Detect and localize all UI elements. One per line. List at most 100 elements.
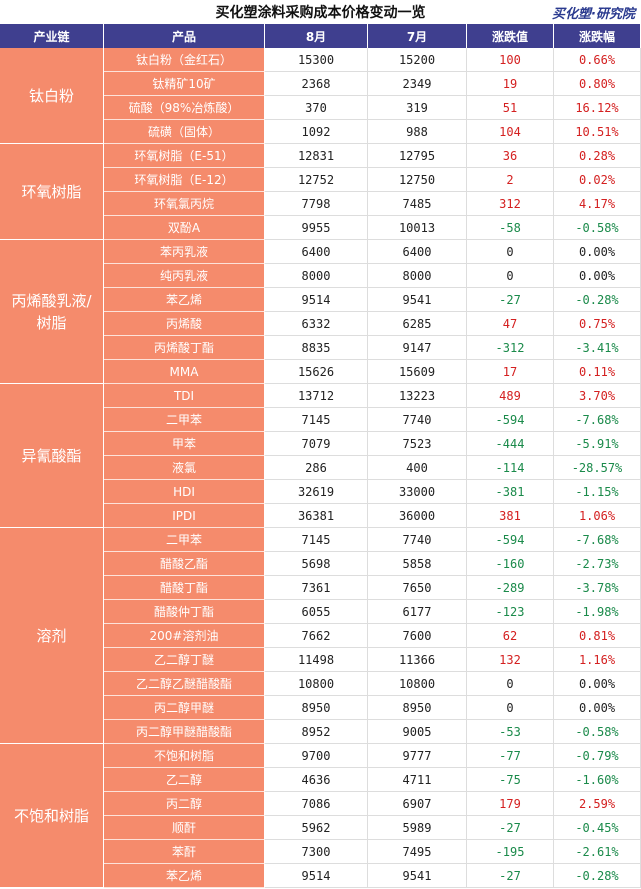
value-cell: 2368 bbox=[265, 72, 368, 96]
value-cell: -289 bbox=[467, 576, 554, 600]
value-cell: 10013 bbox=[368, 216, 467, 240]
value-cell: 0.66% bbox=[554, 48, 641, 72]
value-cell: 2.59% bbox=[554, 792, 641, 816]
value-cell: 8835 bbox=[265, 336, 368, 360]
value-cell: 0.02% bbox=[554, 168, 641, 192]
group-cell: 溶剂 bbox=[0, 528, 104, 744]
value-cell: 7086 bbox=[265, 792, 368, 816]
group-cell: 不饱和树脂 bbox=[0, 744, 104, 888]
value-cell: 9005 bbox=[368, 720, 467, 744]
value-cell: 15200 bbox=[368, 48, 467, 72]
value-cell: 32619 bbox=[265, 480, 368, 504]
value-cell: -7.68% bbox=[554, 528, 641, 552]
value-cell: -1.60% bbox=[554, 768, 641, 792]
product-cell: TDI bbox=[104, 384, 265, 408]
value-cell: 4711 bbox=[368, 768, 467, 792]
value-cell: 7523 bbox=[368, 432, 467, 456]
header-cell: 7月 bbox=[368, 24, 467, 48]
value-cell: 36381 bbox=[265, 504, 368, 528]
value-cell: 12795 bbox=[368, 144, 467, 168]
value-cell: 100 bbox=[467, 48, 554, 72]
product-cell: 苯乙烯 bbox=[104, 288, 265, 312]
value-cell: 8950 bbox=[368, 696, 467, 720]
value-cell: 6177 bbox=[368, 600, 467, 624]
product-cell: 乙二醇 bbox=[104, 768, 265, 792]
value-cell: 47 bbox=[467, 312, 554, 336]
value-cell: 7740 bbox=[368, 528, 467, 552]
value-cell: 15626 bbox=[265, 360, 368, 384]
value-cell: 179 bbox=[467, 792, 554, 816]
value-cell: -444 bbox=[467, 432, 554, 456]
group-cell: 异氰酸酯 bbox=[0, 384, 104, 528]
value-cell: 6400 bbox=[368, 240, 467, 264]
header-cell: 涨跌幅 bbox=[554, 24, 641, 48]
product-cell: 苯乙烯 bbox=[104, 864, 265, 888]
value-cell: 19 bbox=[467, 72, 554, 96]
value-cell: 2 bbox=[467, 168, 554, 192]
value-cell: 489 bbox=[467, 384, 554, 408]
product-cell: 苯丙乳液 bbox=[104, 240, 265, 264]
value-cell: 33000 bbox=[368, 480, 467, 504]
value-cell: 988 bbox=[368, 120, 467, 144]
value-cell: 7495 bbox=[368, 840, 467, 864]
value-cell: 11366 bbox=[368, 648, 467, 672]
product-cell: 双酚A bbox=[104, 216, 265, 240]
value-cell: 12750 bbox=[368, 168, 467, 192]
value-cell: 5858 bbox=[368, 552, 467, 576]
value-cell: -114 bbox=[467, 456, 554, 480]
product-cell: 硫酸（98%冶炼酸） bbox=[104, 96, 265, 120]
value-cell: 9700 bbox=[265, 744, 368, 768]
logo: 买化塑·研究院 bbox=[552, 7, 635, 22]
value-cell: -27 bbox=[467, 288, 554, 312]
value-cell: -0.79% bbox=[554, 744, 641, 768]
value-cell: 0 bbox=[467, 240, 554, 264]
value-cell: -0.45% bbox=[554, 816, 641, 840]
value-cell: -195 bbox=[467, 840, 554, 864]
value-cell: 9777 bbox=[368, 744, 467, 768]
value-cell: 0.28% bbox=[554, 144, 641, 168]
product-cell: 环氧氯丙烷 bbox=[104, 192, 265, 216]
group-cell: 环氧树脂 bbox=[0, 144, 104, 240]
value-cell: 7079 bbox=[265, 432, 368, 456]
value-cell: 7650 bbox=[368, 576, 467, 600]
value-cell: 0.00% bbox=[554, 240, 641, 264]
value-cell: 6285 bbox=[368, 312, 467, 336]
value-cell: 5989 bbox=[368, 816, 467, 840]
value-cell: 17 bbox=[467, 360, 554, 384]
header-cell: 产品 bbox=[104, 24, 265, 48]
value-cell: 0.00% bbox=[554, 264, 641, 288]
value-cell: 9514 bbox=[265, 288, 368, 312]
value-cell: 36 bbox=[467, 144, 554, 168]
product-cell: 不饱和树脂 bbox=[104, 744, 265, 768]
value-cell: 8952 bbox=[265, 720, 368, 744]
value-cell: 319 bbox=[368, 96, 467, 120]
value-cell: -0.28% bbox=[554, 864, 641, 888]
product-cell: 丙烯酸 bbox=[104, 312, 265, 336]
value-cell: 286 bbox=[265, 456, 368, 480]
product-cell: 二甲苯 bbox=[104, 408, 265, 432]
value-cell: 4.17% bbox=[554, 192, 641, 216]
value-cell: -3.78% bbox=[554, 576, 641, 600]
value-cell: -123 bbox=[467, 600, 554, 624]
value-cell: 6332 bbox=[265, 312, 368, 336]
product-cell: 醋酸丁酯 bbox=[104, 576, 265, 600]
value-cell: 8950 bbox=[265, 696, 368, 720]
product-cell: 硫磺（固体） bbox=[104, 120, 265, 144]
value-cell: 7485 bbox=[368, 192, 467, 216]
product-cell: 乙二醇丁醚 bbox=[104, 648, 265, 672]
product-cell: 丙二醇甲醚醋酸酯 bbox=[104, 720, 265, 744]
value-cell: -0.28% bbox=[554, 288, 641, 312]
value-cell: -28.57% bbox=[554, 456, 641, 480]
value-cell: 0.75% bbox=[554, 312, 641, 336]
product-cell: 甲苯 bbox=[104, 432, 265, 456]
value-cell: -2.61% bbox=[554, 840, 641, 864]
value-cell: 0 bbox=[467, 696, 554, 720]
value-cell: 1092 bbox=[265, 120, 368, 144]
value-cell: -5.91% bbox=[554, 432, 641, 456]
value-cell: 36000 bbox=[368, 504, 467, 528]
value-cell: 9147 bbox=[368, 336, 467, 360]
product-cell: 200#溶剂油 bbox=[104, 624, 265, 648]
value-cell: -75 bbox=[467, 768, 554, 792]
value-cell: -3.41% bbox=[554, 336, 641, 360]
